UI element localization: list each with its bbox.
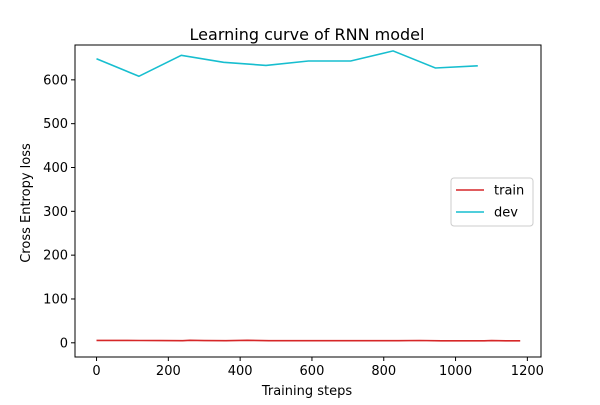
y-tick-label: 100 — [43, 292, 68, 307]
y-axis-label: Cross Entropy loss — [19, 143, 34, 263]
x-tick-label: 600 — [300, 364, 325, 379]
y-tick-label: 600 — [43, 73, 68, 88]
x-tick-label: 200 — [156, 364, 181, 379]
plot-area — [96, 50, 521, 342]
x-tick-label: 800 — [371, 364, 396, 379]
x-tick-label: 1000 — [439, 364, 472, 379]
x-tick-label: 400 — [228, 364, 253, 379]
chart-title: Learning curve of RNN model — [190, 25, 425, 44]
legend-label-train: train — [494, 184, 524, 199]
series-line-train — [96, 339, 521, 342]
legend: train dev — [450, 177, 534, 227]
y-tick-label: 400 — [43, 161, 68, 176]
y-tick-label: 200 — [43, 249, 68, 264]
y-tick-label: 500 — [43, 117, 68, 132]
x-axis-label: Training steps — [261, 384, 353, 399]
series-line-dev — [96, 50, 478, 78]
x-tick-label: 0 — [92, 364, 100, 379]
y-tick-label: 0 — [60, 336, 68, 351]
y-tick-label: 300 — [43, 205, 68, 220]
legend-label-dev: dev — [494, 206, 518, 221]
x-tick-label: 1200 — [511, 364, 544, 379]
plot-frame — [74, 44, 542, 358]
axes: 0 200 400 600 800 1000 1200 0 100 200 300 400 500 600 — [43, 44, 544, 379]
